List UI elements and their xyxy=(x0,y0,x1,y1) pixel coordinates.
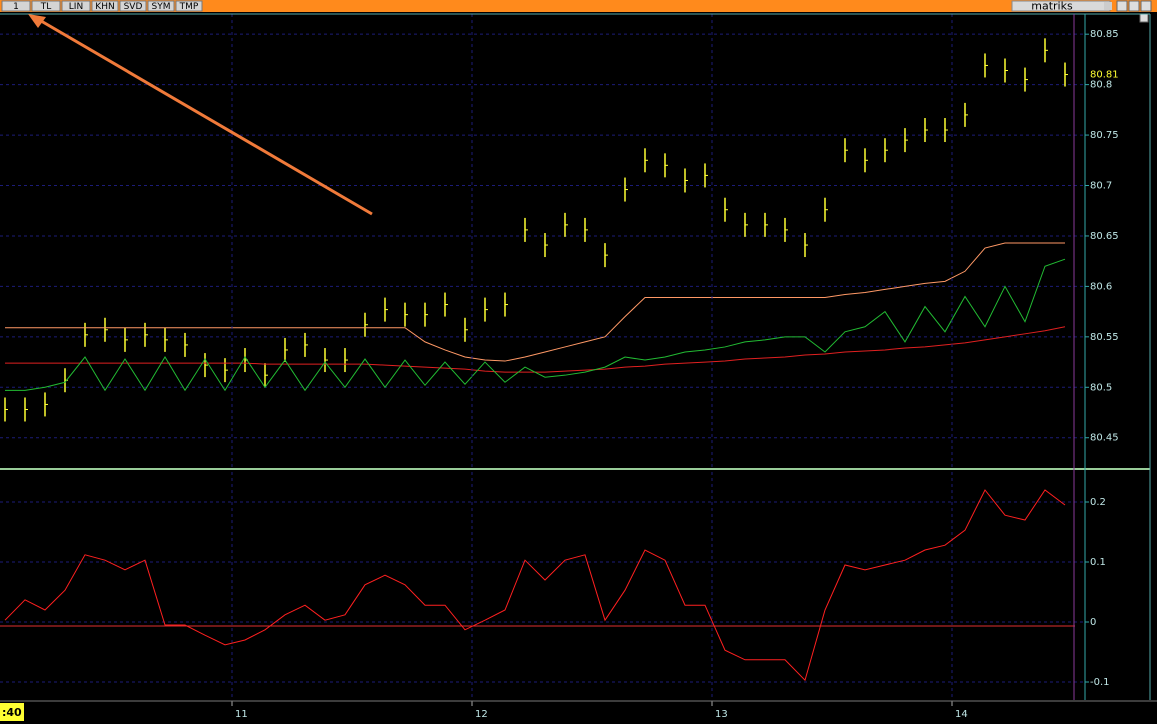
series-line xyxy=(5,258,1066,392)
y-tick-label: 80.85 xyxy=(1090,29,1119,40)
toolbar-button-label: KHN xyxy=(95,2,114,12)
toolbar-button[interactable] xyxy=(147,0,175,12)
y-tick-label: 0.1 xyxy=(1090,557,1106,568)
y-tick-label: 0 xyxy=(1090,617,1096,628)
series-line xyxy=(4,489,1066,682)
panel-button[interactable] xyxy=(1139,13,1149,23)
y-tick-label: 80.8 xyxy=(1090,80,1112,91)
y-tick-label: 80.45 xyxy=(1090,433,1119,444)
toolbar-button-label: SYM xyxy=(152,2,171,12)
dropdown[interactable] xyxy=(1104,2,1112,10)
toolbar-button[interactable] xyxy=(61,0,91,12)
x-tick-label: 11 xyxy=(235,709,248,720)
arrow-head xyxy=(28,14,46,28)
x-tick-label: 12 xyxy=(475,709,488,720)
plot: 80.4580.580.5580.680.6580.780.7580.880.8… xyxy=(0,14,1119,720)
restore-button[interactable] xyxy=(1128,0,1140,12)
x-tick-label: 14 xyxy=(955,709,968,720)
series-line xyxy=(5,242,1065,362)
toolbar-button-label: SVD xyxy=(124,2,143,12)
brand: matriks xyxy=(1031,0,1073,13)
y-tick-label: 0.2 xyxy=(1090,497,1106,508)
toolbar-button[interactable] xyxy=(119,0,147,12)
toolbar-button[interactable] xyxy=(1,0,31,12)
toolbar-button[interactable] xyxy=(31,0,61,12)
y-tick-label: 80.7 xyxy=(1090,181,1112,192)
time-label: :40 xyxy=(2,706,22,719)
toolbar-button-label: TMP xyxy=(179,2,199,12)
close-button[interactable] xyxy=(1140,0,1152,12)
toolbar-button-label: 1 xyxy=(13,2,19,12)
y-tick-label: 80.5 xyxy=(1090,382,1112,393)
toolbar-button-label: TL xyxy=(40,2,52,12)
minimize-button[interactable] xyxy=(1116,0,1128,12)
toolbar-button[interactable] xyxy=(91,0,119,12)
y-tick-label: 80.55 xyxy=(1090,332,1119,343)
y-tick-label: -0.1 xyxy=(1090,677,1110,688)
y-tick-label: 80.65 xyxy=(1090,231,1119,242)
last-value-label: 80.81 xyxy=(1090,70,1119,81)
annotation-arrow xyxy=(35,16,373,216)
toolbar-button[interactable] xyxy=(175,0,203,12)
toolbar-button-label: LIN xyxy=(69,2,83,12)
toolbar xyxy=(0,0,1157,12)
y-tick-label: 80.6 xyxy=(1090,281,1112,292)
x-tick-label: 13 xyxy=(715,709,728,720)
time-box xyxy=(0,703,24,721)
y-tick-label: 80.75 xyxy=(1090,130,1119,141)
toolbar-buttons: 1 TL LIN KHN SVD SYM TMP xyxy=(1,0,203,12)
